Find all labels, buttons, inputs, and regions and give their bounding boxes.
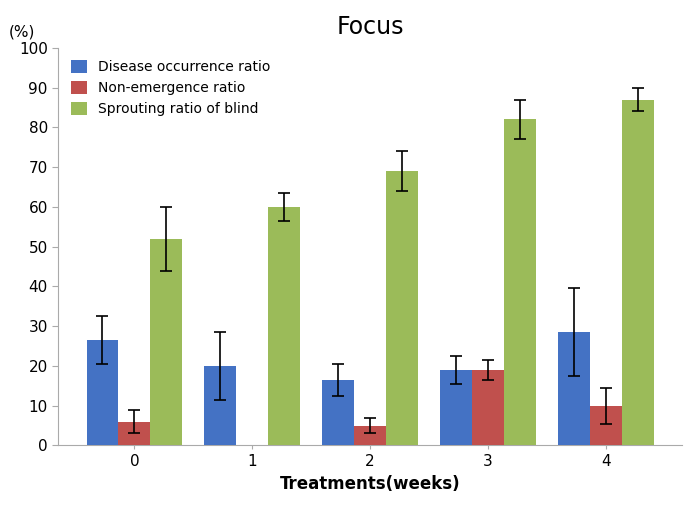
Bar (86, 340, 118, 446)
Bar (322, 380, 354, 446)
X-axis label: Treatments(weeks): Treatments(weeks) (279, 475, 461, 493)
Legend: Disease occurrence ratio, Non-emergence ratio, Sprouting ratio of blind: Disease occurrence ratio, Non-emergence … (65, 55, 277, 122)
Bar (590, 406, 622, 446)
Bar (151, 239, 182, 446)
Text: (%): (%) (8, 25, 35, 40)
Bar (354, 426, 386, 446)
Bar (118, 422, 151, 446)
Bar (386, 171, 418, 446)
Bar (441, 370, 472, 446)
Bar (204, 366, 236, 446)
Bar (558, 332, 590, 446)
Bar (472, 370, 504, 446)
Title: Focus: Focus (337, 15, 404, 39)
Bar (268, 207, 300, 446)
Bar (504, 119, 536, 446)
Bar (622, 100, 654, 446)
